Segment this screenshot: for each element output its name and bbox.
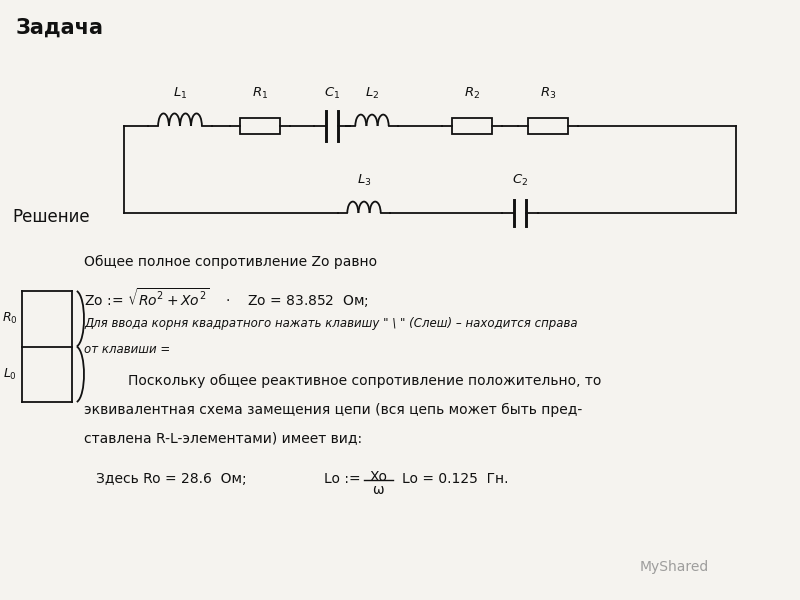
Text: $R_3$: $R_3$ xyxy=(540,86,556,101)
Text: Задача: Задача xyxy=(16,18,104,38)
Text: $R_1$: $R_1$ xyxy=(252,86,268,101)
Bar xyxy=(452,118,492,134)
Bar xyxy=(240,118,280,134)
Text: от клавиши =: от клавиши = xyxy=(84,343,170,356)
Text: Поскольку общее реактивное сопротивление положительно, то: Поскольку общее реактивное сопротивление… xyxy=(128,374,602,388)
Text: эквивалентная схема замещения цепи (вся цепь может быть пред-: эквивалентная схема замещения цепи (вся … xyxy=(84,403,582,416)
Text: Решение: Решение xyxy=(12,208,90,226)
Text: $L_3$: $L_3$ xyxy=(357,173,371,188)
Text: $R_0$: $R_0$ xyxy=(2,311,18,326)
Text: Здесь Ro = 28.6  Ом;: Здесь Ro = 28.6 Ом; xyxy=(96,472,246,486)
Text: Lo = 0.125  Гн.: Lo = 0.125 Гн. xyxy=(402,472,509,486)
Text: Для ввода корня квадратного нажать клавишу " \ " (Слеш) – находится справа: Для ввода корня квадратного нажать клави… xyxy=(84,317,578,331)
Text: ω: ω xyxy=(373,483,384,497)
Text: $L_0$: $L_0$ xyxy=(2,367,17,382)
Text: ставлена R-L-элементами) имеет вид:: ставлена R-L-элементами) имеет вид: xyxy=(84,431,362,445)
Text: $C_1$: $C_1$ xyxy=(324,86,340,101)
Bar xyxy=(528,118,568,134)
Text: Lo :=: Lo := xyxy=(324,472,361,486)
Text: Zo := $\sqrt{Ro^2 + Xo^2}$    ·    Zo = 83.852  Ом;: Zo := $\sqrt{Ro^2 + Xo^2}$ · Zo = 83.852… xyxy=(84,286,369,310)
Text: $L_1$: $L_1$ xyxy=(173,86,187,101)
Text: Xo: Xo xyxy=(370,470,387,484)
Text: $R_2$: $R_2$ xyxy=(464,86,480,101)
Text: Общее полное сопротивление Zo равно: Общее полное сопротивление Zo равно xyxy=(84,255,377,269)
Text: MyShared: MyShared xyxy=(640,560,710,574)
Text: $C_2$: $C_2$ xyxy=(512,173,528,188)
Text: $L_2$: $L_2$ xyxy=(365,86,379,101)
